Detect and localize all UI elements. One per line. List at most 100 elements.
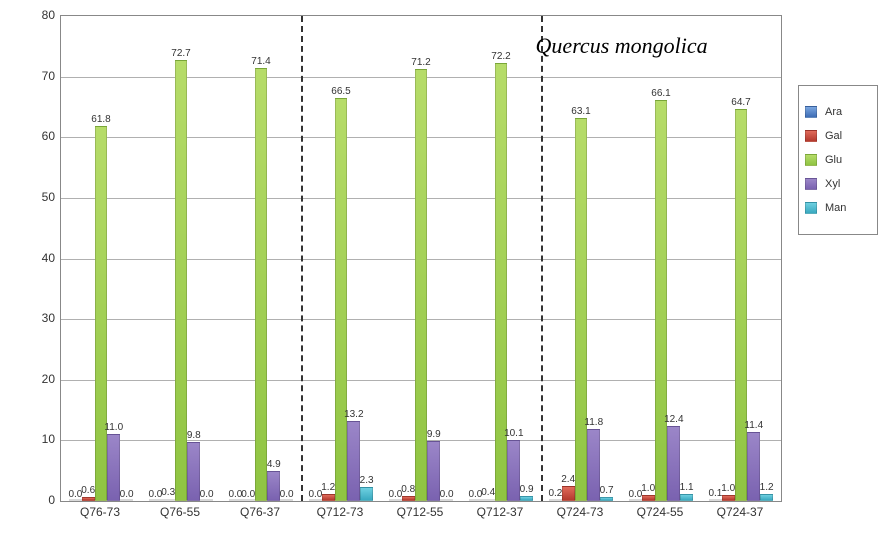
bar-Xyl xyxy=(747,432,760,501)
bar-Gal xyxy=(322,494,335,501)
bar-value-label: 9.9 xyxy=(427,429,441,440)
bar-value-label: 0.0 xyxy=(120,489,134,500)
bar-Man xyxy=(760,494,773,501)
bar-value-label: 72.7 xyxy=(171,48,190,59)
y-tick-label: 0 xyxy=(25,493,55,507)
bar-value-label: 11.0 xyxy=(104,422,123,433)
bar-Glu xyxy=(175,60,188,501)
x-tick-label: Q724-73 xyxy=(557,505,604,519)
bar-Glu xyxy=(735,109,748,501)
bar-Gal xyxy=(562,486,575,501)
bar-value-label: 11.4 xyxy=(744,420,763,431)
bar-value-label: 9.8 xyxy=(187,430,201,441)
bar-Gal xyxy=(162,499,175,501)
bar-value-label: 0.0 xyxy=(200,489,214,500)
bar-value-label: 11.8 xyxy=(584,417,603,428)
bar-value-label: 0.0 xyxy=(440,489,454,500)
bar-Gal xyxy=(402,496,415,501)
group-divider xyxy=(301,16,303,501)
x-tick-label: Q724-55 xyxy=(637,505,684,519)
legend-item: Ara xyxy=(805,106,871,118)
bar-value-label: 64.7 xyxy=(731,97,750,108)
legend-label: Man xyxy=(825,202,846,214)
y-tick-label: 70 xyxy=(25,69,55,83)
bar-value-label: 1.0 xyxy=(721,483,735,494)
bar-value-label: 0.7 xyxy=(600,485,614,496)
bar-value-label: 71.4 xyxy=(251,56,270,67)
legend-swatch xyxy=(805,106,817,118)
bar-Gal xyxy=(722,495,735,501)
legend-label: Gal xyxy=(825,130,842,142)
bar-value-label: 2.3 xyxy=(360,475,374,486)
bar-Man xyxy=(520,496,533,501)
bar-Man xyxy=(360,487,373,501)
bar-Glu xyxy=(95,126,108,501)
annotation-text: Quercus mongolica xyxy=(536,33,708,59)
y-tick-label: 80 xyxy=(25,8,55,22)
x-tick-label: Q712-73 xyxy=(317,505,364,519)
chart-container: Monosaccharide content (%) 0.00.661.811.… xyxy=(0,0,893,542)
legend-swatch xyxy=(805,130,817,142)
bar-Man xyxy=(600,497,613,501)
y-tick-label: 10 xyxy=(25,432,55,446)
plot-area: 0.00.661.811.00.00.00.372.79.80.00.00.07… xyxy=(60,15,782,502)
group-divider xyxy=(541,16,543,501)
legend-swatch xyxy=(805,202,817,214)
bar-Gal xyxy=(642,495,655,501)
x-tick-label: Q76-73 xyxy=(80,505,120,519)
legend-item: Glu xyxy=(805,154,871,166)
y-tick-label: 20 xyxy=(25,372,55,386)
x-tick-label: Q76-37 xyxy=(240,505,280,519)
legend-item: Gal xyxy=(805,130,871,142)
bar-Xyl xyxy=(187,442,200,501)
bar-Glu xyxy=(415,69,428,501)
bar-value-label: 12.4 xyxy=(664,414,683,425)
bar-value-label: 1.1 xyxy=(680,482,694,493)
bar-value-label: 1.2 xyxy=(321,482,335,493)
bar-value-label: 4.9 xyxy=(267,459,281,470)
bar-Gal xyxy=(482,499,495,501)
bar-Glu xyxy=(335,98,348,501)
bar-value-label: 71.2 xyxy=(411,57,430,68)
legend: Ara Gal Glu Xyl Man xyxy=(798,85,878,235)
bar-Xyl xyxy=(107,434,120,501)
bar-value-label: 13.2 xyxy=(344,409,363,420)
bar-value-label: 66.5 xyxy=(331,86,350,97)
legend-label: Xyl xyxy=(825,178,840,190)
y-tick-label: 30 xyxy=(25,311,55,325)
bar-value-label: 66.1 xyxy=(651,88,670,99)
bar-Gal xyxy=(82,497,95,501)
legend-item: Man xyxy=(805,202,871,214)
bar-Xyl xyxy=(587,429,600,501)
y-tick-label: 40 xyxy=(25,251,55,265)
bar-Xyl xyxy=(667,426,680,501)
bar-value-label: 1.2 xyxy=(760,482,774,493)
bar-value-label: 1.0 xyxy=(641,483,655,494)
bar-value-label: 0.0 xyxy=(280,489,294,500)
y-tick-label: 50 xyxy=(25,190,55,204)
bar-Glu xyxy=(575,118,588,501)
bar-Xyl xyxy=(267,471,280,501)
x-tick-label: Q76-55 xyxy=(160,505,200,519)
bar-value-label: 0.0 xyxy=(241,489,255,500)
bar-Glu xyxy=(655,100,668,501)
bar-value-label: 0.8 xyxy=(401,484,415,495)
bar-value-label: 0.4 xyxy=(481,487,495,498)
bar-value-label: 0.6 xyxy=(81,485,95,496)
x-tick-label: Q724-37 xyxy=(717,505,764,519)
legend-item: Xyl xyxy=(805,178,871,190)
bar-Man xyxy=(680,494,693,501)
legend-label: Ara xyxy=(825,106,842,118)
legend-label: Glu xyxy=(825,154,842,166)
bar-Ara xyxy=(549,499,562,501)
legend-swatch xyxy=(805,154,817,166)
x-tick-label: Q712-55 xyxy=(397,505,444,519)
bar-Glu xyxy=(255,68,268,501)
x-tick-label: Q712-37 xyxy=(477,505,524,519)
bar-value-label: 72.2 xyxy=(491,51,510,62)
bar-Xyl xyxy=(427,441,440,501)
y-tick-label: 60 xyxy=(25,129,55,143)
bar-Xyl xyxy=(347,421,360,501)
bar-Xyl xyxy=(507,440,520,501)
bar-value-label: 63.1 xyxy=(571,106,590,117)
